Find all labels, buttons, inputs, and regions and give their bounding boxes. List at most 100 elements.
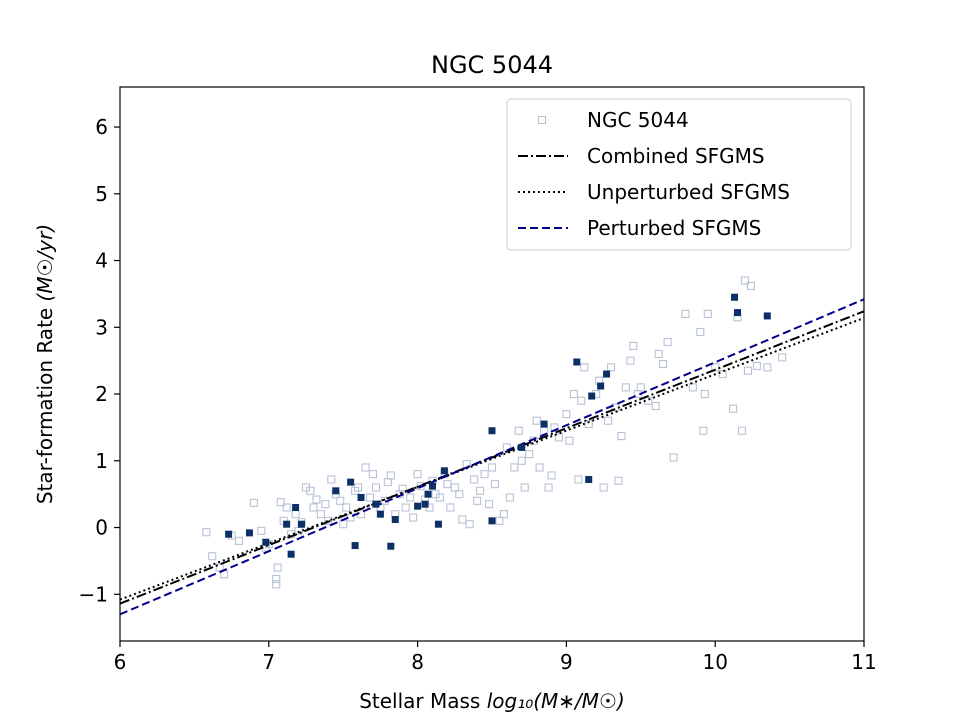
- ngc5044-point: [514, 426, 523, 435]
- ngc5044-point: [562, 410, 571, 419]
- ngc5044-point: [544, 483, 553, 492]
- ngc5044-point: [651, 402, 660, 411]
- highlighted-point: [573, 358, 581, 366]
- highlighted-point: [298, 520, 306, 528]
- ngc5044-point: [636, 383, 645, 392]
- ngc5044-point: [535, 463, 544, 472]
- ngc5044-point: [763, 363, 772, 372]
- ngc5044-point: [659, 359, 668, 369]
- highlighted-point: [292, 504, 300, 512]
- y-axis-ticks: −1 0 1 2 3 4 5 6: [79, 115, 120, 606]
- ngc5044-point: [700, 389, 709, 399]
- highlighted-point: [262, 538, 270, 546]
- ngc5044-point: [413, 470, 422, 479]
- ngc5044-point: [480, 470, 489, 479]
- legend-label-unperturbed: Unperturbed SFGMS: [587, 180, 790, 204]
- ngc5044-point: [398, 484, 407, 493]
- highlighted-point: [440, 467, 448, 475]
- highlighted-point: [372, 500, 380, 508]
- ngc5044-point: [626, 356, 635, 365]
- highlighted-point: [603, 370, 611, 378]
- highlighted-point: [763, 312, 771, 320]
- ngc5044-point: [577, 396, 586, 405]
- highlighted-point: [488, 517, 496, 525]
- highlighted-point: [428, 482, 436, 490]
- ngc5044-point: [599, 483, 608, 492]
- ngc5044-point: [368, 470, 378, 479]
- ngc5044-point: [470, 475, 479, 484]
- ngc5044-point: [617, 432, 626, 441]
- x-axis-ticks: 6 7 8 9 10 11: [114, 641, 877, 674]
- ngc5044-point: [580, 363, 589, 372]
- ngc5044-point: [517, 456, 526, 465]
- series-highlighted-points: [225, 293, 771, 558]
- highlighted-point: [287, 550, 295, 558]
- highlighted-point: [351, 542, 359, 550]
- ngc5044-point: [309, 503, 318, 512]
- ngc5044-point: [520, 483, 529, 492]
- y-tick-label: 4: [95, 249, 108, 273]
- ngc5044-point: [473, 496, 482, 505]
- highlighted-point: [588, 392, 596, 400]
- y-tick-label: 3: [95, 315, 108, 339]
- ngc5044-point: [208, 552, 217, 561]
- ngc5044-point: [273, 563, 282, 572]
- ngc5044-point: [729, 404, 738, 413]
- ngc5044-point: [699, 426, 708, 435]
- x-axis-label: Stellar Mass log₁₀(M∗/M☉): [359, 689, 625, 713]
- ngc5044-point: [663, 337, 672, 347]
- ngc5044-point: [401, 503, 410, 512]
- ngc5044-point: [505, 493, 514, 502]
- ngc5044-point: [681, 309, 690, 318]
- ngc5044-point: [446, 503, 455, 512]
- plot-frame: [119, 86, 865, 642]
- y-axis-label-math: (M☉/yr): [33, 224, 57, 302]
- ngc5044-point: [342, 503, 351, 512]
- highlighted-point: [387, 542, 395, 550]
- ngc5044-point: [316, 510, 325, 519]
- ngc5044-point: [324, 516, 333, 525]
- x-tick-label: 6: [114, 650, 127, 674]
- ngc5044-point: [487, 463, 497, 472]
- ngc5044-point: [778, 353, 787, 362]
- highlighted-point: [734, 309, 742, 317]
- highlighted-point: [283, 520, 291, 528]
- ngc5044-point: [202, 528, 211, 537]
- ngc5044-point: [718, 369, 727, 379]
- ngc5044-point: [696, 327, 705, 337]
- highlighted-point: [488, 427, 496, 435]
- ngc5044-point: [435, 493, 444, 502]
- highlighted-point: [518, 443, 526, 451]
- y-axis-label-text: Star-formation Rate: [33, 301, 57, 504]
- ngc5044-point: [547, 471, 556, 480]
- ngc5044-point: [455, 490, 464, 499]
- legend-box: [506, 98, 852, 251]
- x-axis-label-text: Stellar Mass: [359, 689, 487, 713]
- fit-lines: [120, 298, 864, 616]
- ngc5044-point: [688, 383, 697, 392]
- ngc5044-point: [484, 500, 494, 509]
- ngc5044-point: [621, 383, 630, 392]
- ngc5044-point: [282, 503, 291, 512]
- ngc5044-point: [276, 498, 285, 507]
- ngc5044-point: [458, 515, 467, 524]
- highlighted-point: [731, 293, 739, 301]
- ngc5044-point: [272, 580, 281, 589]
- y-tick-label: 5: [95, 182, 108, 206]
- ngc5044-point: [554, 433, 564, 442]
- ngc5044-point: [746, 281, 755, 290]
- ngc5044-point: [371, 483, 380, 492]
- ngc5044-point: [569, 389, 578, 399]
- x-axis-label-math: log₁₀(M∗/M☉): [487, 689, 625, 713]
- fit-line-perturbed-sfgms: [120, 298, 864, 616]
- ngc5044-point: [465, 520, 474, 529]
- highlighted-point: [225, 530, 233, 538]
- ngc5044-point: [249, 498, 258, 507]
- ngc5044-point: [327, 475, 336, 484]
- highlighted-point: [597, 382, 605, 390]
- ngc5044-point: [737, 426, 747, 435]
- ngc5044-point: [606, 363, 616, 372]
- ngc5044-point: [272, 574, 281, 583]
- ngc5044-point: [257, 526, 266, 535]
